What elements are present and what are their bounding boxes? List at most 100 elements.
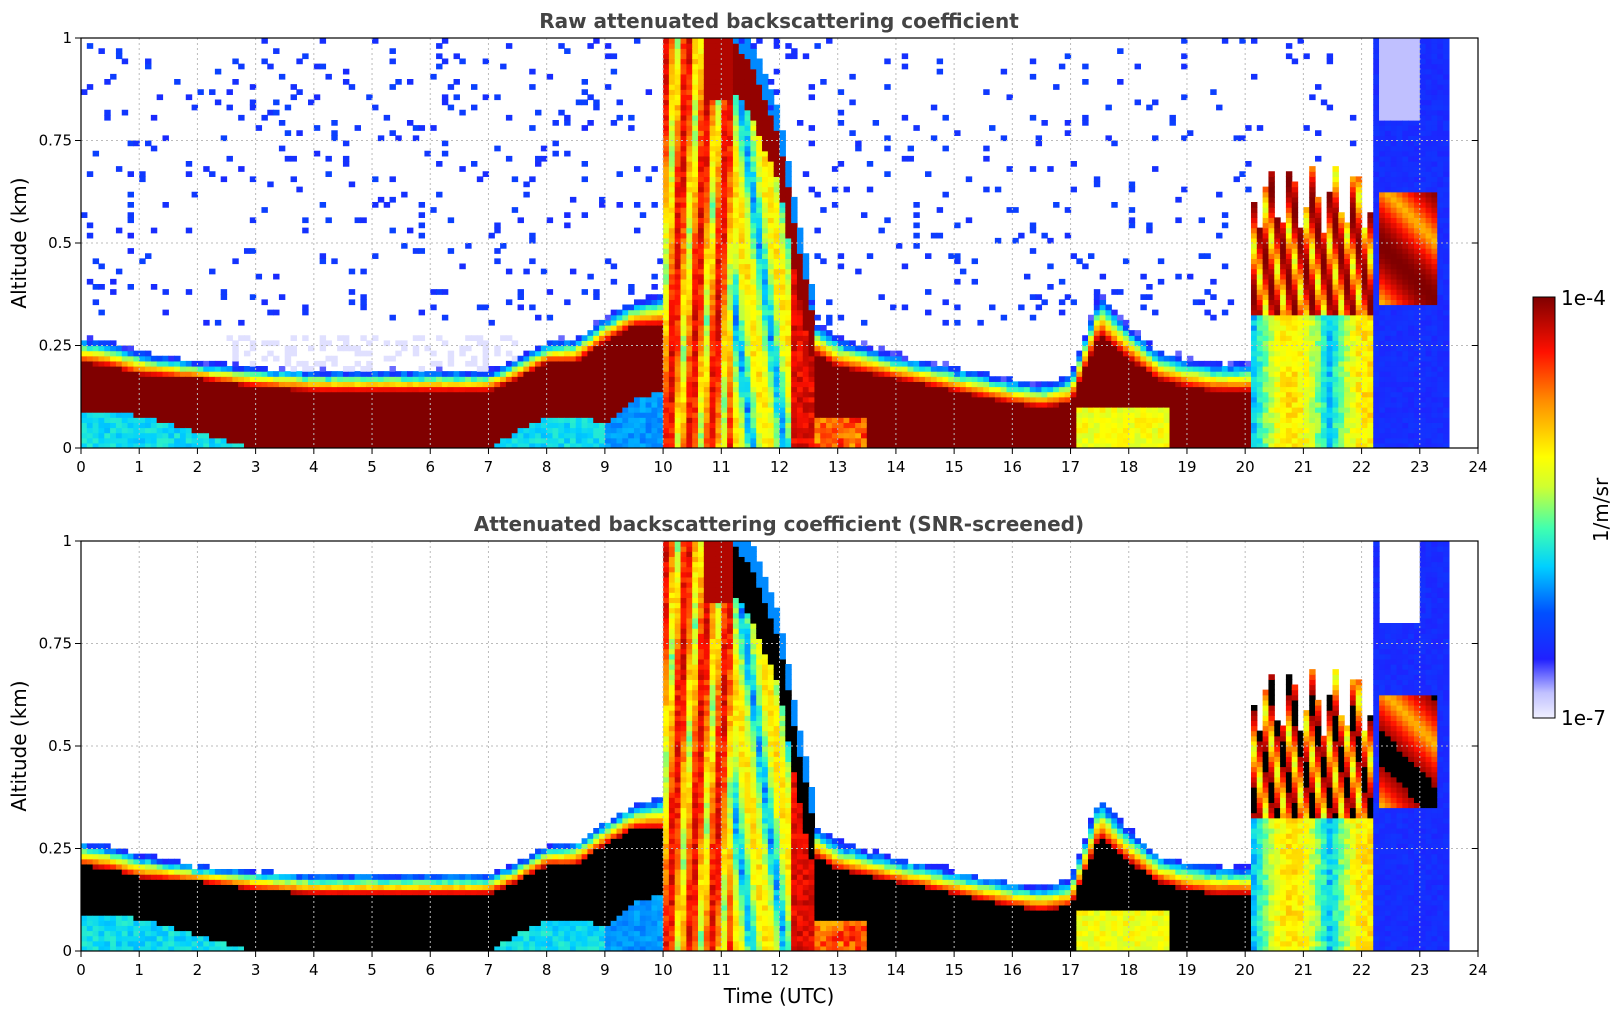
heat-cell [680, 330, 687, 336]
heat-cell [668, 99, 676, 106]
heat-cell [721, 181, 728, 188]
heat-cell [913, 396, 920, 403]
heat-cell [511, 360, 519, 367]
heat-cell [465, 401, 472, 408]
heat-cell [878, 386, 885, 393]
heat-cell [150, 427, 158, 434]
heat-cell [540, 407, 548, 413]
heat-cell [866, 407, 874, 413]
heat-cell [587, 360, 594, 367]
heat-cell [92, 381, 100, 388]
heat-cell [348, 268, 356, 275]
heat-cell [756, 401, 763, 408]
heat-cell [773, 422, 781, 429]
heat-cell [750, 130, 757, 136]
heat-cell [203, 396, 210, 403]
heat-cell [1006, 396, 1013, 403]
heat-cell [668, 417, 676, 423]
heat-cell [383, 340, 391, 347]
heat-cell [756, 140, 763, 147]
heat-cell [1041, 417, 1048, 423]
heat-cell [98, 401, 105, 408]
heat-cell [977, 432, 984, 439]
heat-cell [546, 73, 554, 80]
heat-cell [575, 99, 583, 106]
heat-cell [471, 417, 478, 423]
heat-cell [971, 371, 979, 377]
heat-cell [197, 437, 204, 444]
heat-cell [610, 376, 618, 382]
heat-cell [150, 422, 158, 429]
heat-cell [81, 437, 88, 444]
heat-cell [866, 253, 874, 259]
heat-cell [954, 278, 961, 285]
heat-cell [977, 442, 984, 448]
heat-cell [203, 427, 210, 434]
heat-cell [1012, 407, 1019, 413]
heat-cell [552, 412, 559, 418]
heat-cell [529, 68, 536, 75]
heat-cell [395, 79, 402, 85]
heat-cell [727, 43, 734, 49]
heat-cell [599, 196, 606, 203]
heat-cell [715, 350, 722, 357]
heat-cell [302, 437, 309, 444]
heat-cell [703, 109, 711, 116]
heat-cell [110, 381, 117, 388]
heat-cell [284, 396, 292, 403]
heat-cell [348, 437, 356, 444]
heat-cell [785, 294, 792, 300]
heat-cell [826, 407, 833, 413]
heat-cell [325, 407, 332, 413]
heat-cell [680, 263, 687, 270]
heat-cell [959, 371, 967, 377]
heat-cell [1000, 437, 1008, 444]
heat-cell [709, 120, 717, 126]
heat-cell [1029, 381, 1037, 388]
heat-cell [535, 407, 542, 413]
heat-cell [284, 350, 292, 357]
heat-cell [698, 94, 705, 101]
heat-cell [820, 207, 827, 213]
heat-cell [820, 325, 827, 331]
heat-cell [750, 417, 757, 423]
heat-cell [674, 109, 682, 116]
heat-cell [249, 396, 257, 403]
heat-cell [587, 401, 594, 408]
heat-cell [907, 155, 914, 162]
heat-cell [127, 376, 134, 382]
heat-cell [651, 412, 658, 418]
heat-cell [313, 150, 321, 157]
heat-cell [756, 442, 763, 448]
heat-cell [692, 396, 699, 403]
heat-cell [220, 386, 228, 393]
heat-cell [500, 376, 507, 382]
heat-cell [692, 104, 699, 111]
heat-cell [296, 360, 303, 367]
heat-cell [796, 366, 804, 372]
heat-cell [104, 109, 111, 116]
heat-cell [482, 355, 490, 362]
heat-cell [342, 396, 350, 403]
heat-cell [709, 294, 717, 300]
heat-cell [552, 371, 559, 377]
heat-cell [424, 396, 431, 403]
heat-cell [680, 340, 687, 347]
heat-cell [727, 145, 734, 152]
heat-cell [337, 417, 344, 423]
heat-cell [191, 412, 199, 418]
heat-cell [645, 442, 653, 448]
heat-cell [948, 427, 955, 434]
heat-cell [756, 227, 763, 234]
heat-cell [698, 53, 705, 60]
heat-cell [709, 437, 717, 444]
heat-cell [121, 407, 129, 413]
heat-cell [808, 371, 816, 377]
heat-cell [773, 150, 781, 157]
heat-cell [401, 412, 408, 418]
heat-cell [150, 360, 158, 367]
heat-cell [535, 432, 542, 439]
heat-cell [715, 38, 722, 44]
heat-cell [762, 120, 769, 126]
heat-cell [150, 376, 158, 382]
